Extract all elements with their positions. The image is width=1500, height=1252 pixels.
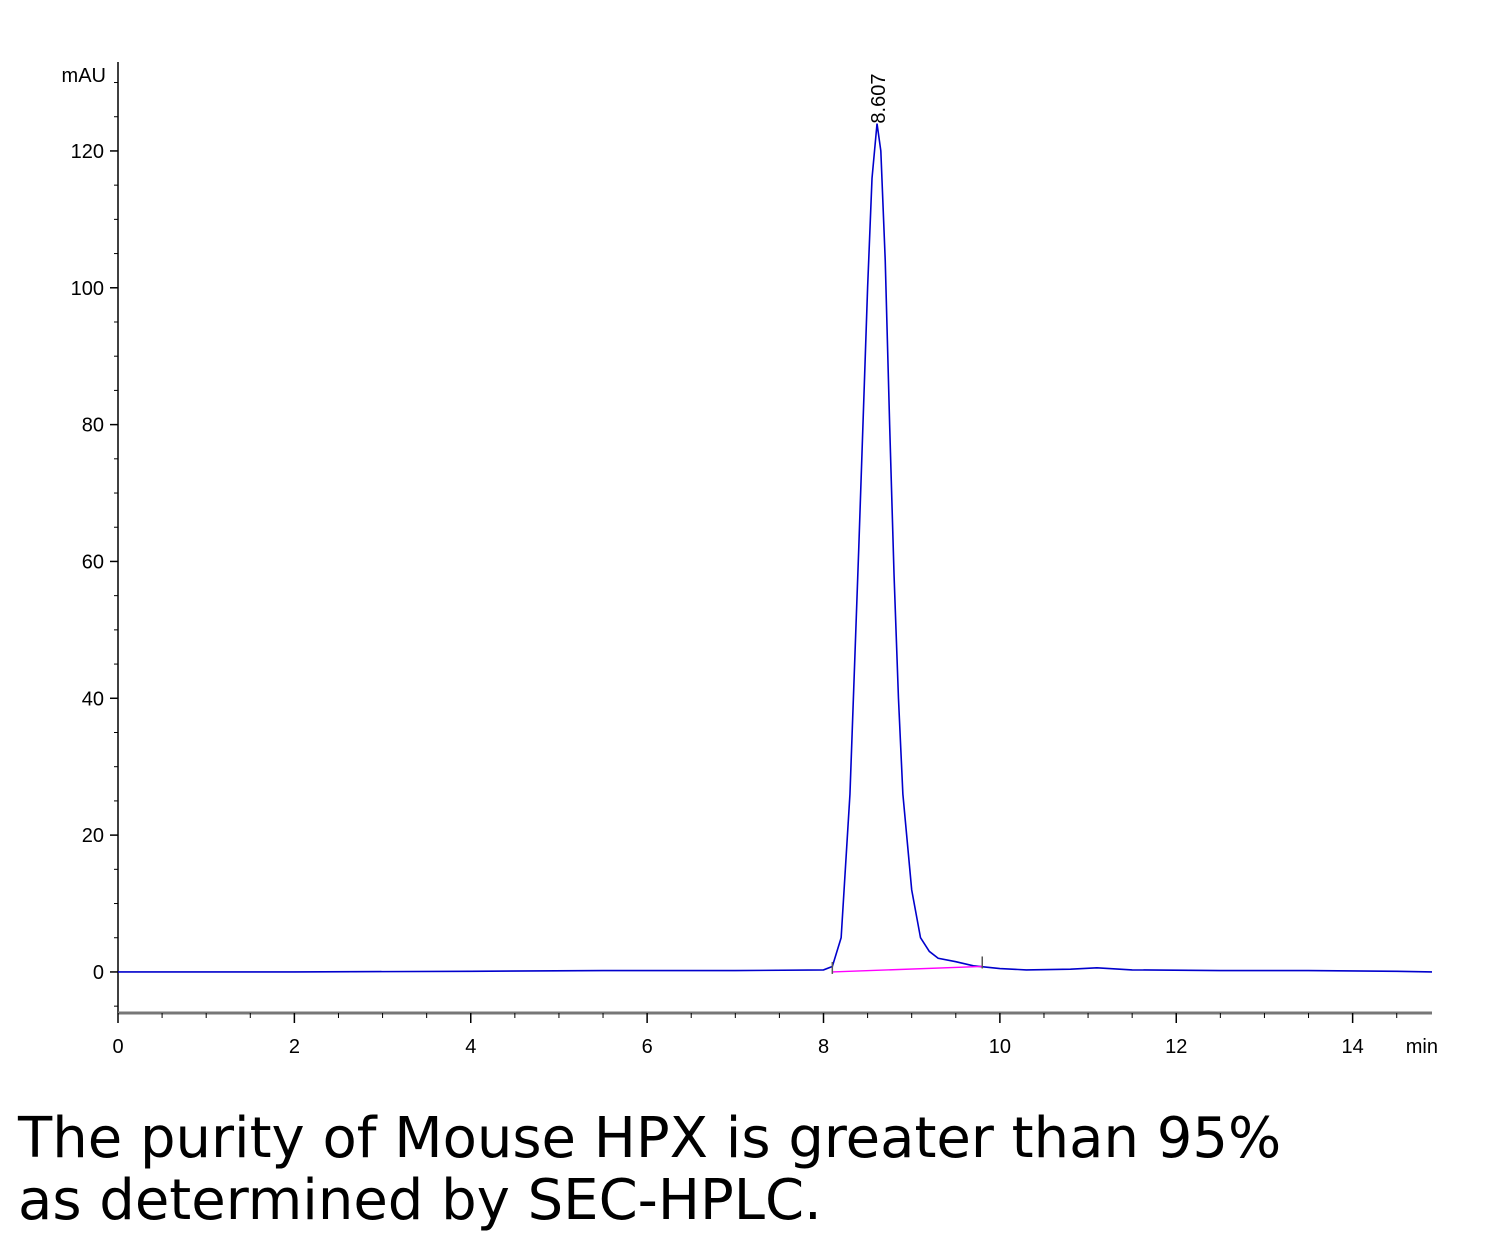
- caption-line-2: as determined by SEC-HPLC.: [18, 1168, 822, 1233]
- x-tick-label: 4: [465, 1036, 476, 1058]
- x-tick-label: 0: [112, 1036, 123, 1058]
- x-tick-label: 2: [289, 1036, 300, 1058]
- x-tick-label: 12: [1165, 1036, 1187, 1058]
- x-axis-label: min: [1406, 1036, 1438, 1058]
- y-tick-label: 120: [71, 141, 104, 163]
- caption: The purity of Mouse HPX is greater than …: [18, 1108, 1478, 1232]
- ticks: 0 20 40 60 80 100 120 0 2 4 6 8 10 12 14: [71, 82, 1398, 1058]
- y-axis-label: mAU: [62, 65, 106, 87]
- x-tick-label: 10: [989, 1036, 1011, 1058]
- y-tick-label: 0: [93, 962, 104, 984]
- y-tick-label: 40: [82, 688, 104, 710]
- axes: [117, 62, 1432, 1015]
- labels: mAU min 8.607: [62, 65, 1438, 1058]
- series: [118, 123, 1433, 974]
- y-tick-label: 80: [82, 415, 104, 437]
- chromatogram-chart: 0 20 40 60 80 100 120 0 2 4 6 8 10 12 14 mAU min 8.607: [62, 62, 1438, 1058]
- signal-trace: [118, 123, 1433, 973]
- caption-line-1: The purity of Mouse HPX is greater than …: [18, 1106, 1282, 1171]
- y-tick-label: 100: [71, 278, 104, 300]
- x-tick-label: 6: [642, 1036, 653, 1058]
- x-tick-label: 8: [818, 1036, 829, 1058]
- y-tick-label: 20: [82, 825, 104, 847]
- baseline-trace: [832, 965, 983, 973]
- peak-label: 8.607: [868, 74, 890, 124]
- x-tick-label: 14: [1342, 1036, 1364, 1058]
- y-tick-label: 60: [82, 551, 104, 573]
